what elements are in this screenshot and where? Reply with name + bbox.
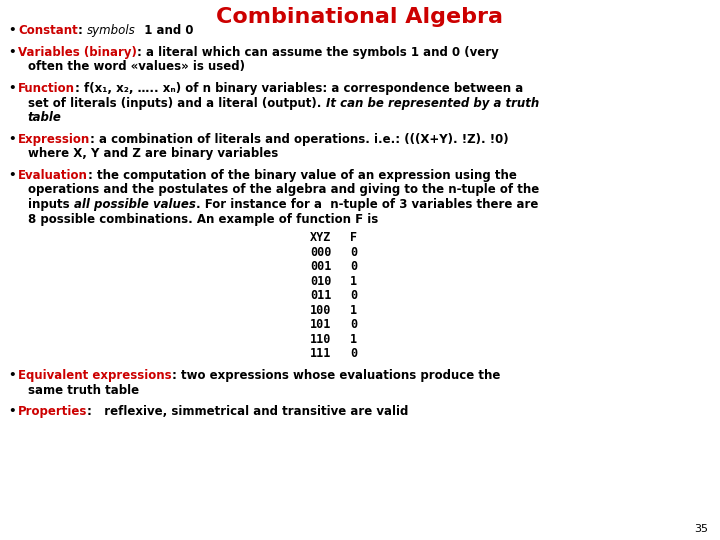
Text: 0: 0 <box>350 289 357 302</box>
Text: Combinational Algebra: Combinational Algebra <box>217 7 503 27</box>
Text: It can be represented by a truth: It can be represented by a truth <box>325 97 539 110</box>
Text: F: F <box>350 231 357 244</box>
Text: •: • <box>8 133 16 146</box>
Text: XYZ: XYZ <box>310 231 331 244</box>
Text: Equivalent expressions: Equivalent expressions <box>18 369 171 382</box>
Text: Variables (binary): Variables (binary) <box>18 46 137 59</box>
Text: •: • <box>8 82 16 95</box>
Text: 35: 35 <box>694 524 708 534</box>
Text: same truth table: same truth table <box>28 383 139 396</box>
Text: •: • <box>8 46 16 59</box>
Text: 111: 111 <box>310 347 331 360</box>
Text: 010: 010 <box>310 275 331 288</box>
Text: table: table <box>28 111 62 124</box>
Text: 011: 011 <box>310 289 331 302</box>
Text: : a literal which can assume the symbols 1 and 0 (very: : a literal which can assume the symbols… <box>137 46 499 59</box>
Text: where X, Y and Z are binary variables: where X, Y and Z are binary variables <box>28 147 278 160</box>
Text: 1: 1 <box>350 275 357 288</box>
Text: Evaluation: Evaluation <box>18 169 88 182</box>
Text: often the word «values» is used): often the word «values» is used) <box>28 60 245 73</box>
Text: operations and the postulates of the algebra and giving to the n-tuple of the: operations and the postulates of the alg… <box>28 184 539 197</box>
Text: Constant: Constant <box>18 24 78 37</box>
Text: 101: 101 <box>310 319 331 332</box>
Text: 0: 0 <box>350 260 357 273</box>
Text: 8 possible combinations. An example of function F is: 8 possible combinations. An example of f… <box>28 213 378 226</box>
Text: 1: 1 <box>350 304 357 317</box>
Text: : two expressions whose evaluations produce the: : two expressions whose evaluations prod… <box>171 369 500 382</box>
Text: 0: 0 <box>350 347 357 360</box>
Text: . For instance for a  n-tuple of 3 variables there are: . For instance for a n-tuple of 3 variab… <box>196 198 538 211</box>
Text: •: • <box>8 406 16 419</box>
Text: all possible values: all possible values <box>73 198 196 211</box>
Text: 1 and 0: 1 and 0 <box>135 24 193 37</box>
Text: :: : <box>78 24 86 37</box>
Text: inputs: inputs <box>28 198 73 211</box>
Text: Properties: Properties <box>18 406 87 419</box>
Text: 100: 100 <box>310 304 331 317</box>
Text: :   reflexive, simmetrical and transitive are valid: : reflexive, simmetrical and transitive … <box>87 406 409 419</box>
Text: 000: 000 <box>310 246 331 259</box>
Text: 001: 001 <box>310 260 331 273</box>
Text: : the computation of the binary value of an expression using the: : the computation of the binary value of… <box>88 169 517 182</box>
Text: : f(x₁, x₂, ….. xₙ) of n binary variables: a correspondence between a: : f(x₁, x₂, ….. xₙ) of n binary variable… <box>75 82 523 95</box>
Text: 110: 110 <box>310 333 331 346</box>
Text: Expression: Expression <box>18 133 90 146</box>
Text: Function: Function <box>18 82 75 95</box>
Text: •: • <box>8 169 16 182</box>
Text: •: • <box>8 369 16 382</box>
Text: 0: 0 <box>350 319 357 332</box>
Text: symbols: symbols <box>86 24 135 37</box>
Text: set of literals (inputs) and a literal (output).: set of literals (inputs) and a literal (… <box>28 97 325 110</box>
Text: : a combination of literals and operations. i.e.: (((X+Y). !Z). !0): : a combination of literals and operatio… <box>90 133 509 146</box>
Text: 1: 1 <box>350 333 357 346</box>
Text: •: • <box>8 24 16 37</box>
Text: 0: 0 <box>350 246 357 259</box>
